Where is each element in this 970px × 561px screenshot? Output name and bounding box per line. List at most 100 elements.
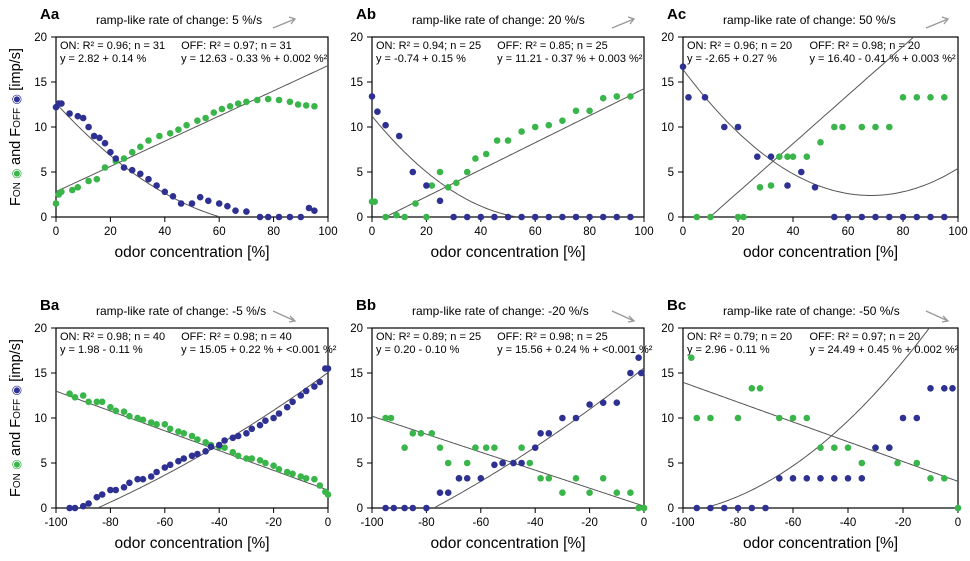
off-point [767, 153, 775, 160]
on-point [316, 482, 324, 489]
x-tick-label: -100 [44, 517, 67, 529]
on-point [707, 414, 714, 422]
on-point [748, 385, 756, 392]
on-point [294, 101, 302, 108]
off-point [169, 193, 177, 200]
on-point [734, 414, 742, 422]
off-point [599, 399, 607, 407]
off-point [166, 461, 174, 469]
off-point [789, 475, 797, 482]
off-point [120, 484, 128, 491]
on-point [188, 432, 196, 440]
x-tick-label: 80 [583, 226, 596, 238]
on-marker-icon: ◉ [9, 165, 23, 182]
on-stats-equation: y = 0.20 - 0.10 % [376, 344, 460, 356]
off-stats-equation: y = 15.05 + 0.22 % + <0.001 %² [181, 344, 337, 356]
on-point [85, 177, 92, 185]
off-point [58, 100, 65, 107]
panel-bc: Bc ramp-like rate of change: -50 %/s ON: R… [661, 297, 962, 552]
on-point [756, 184, 764, 191]
on-point [572, 107, 580, 115]
y-label-part: [imp/s] [8, 339, 24, 382]
off-point [627, 369, 634, 377]
on-stats-r2: ON: R² = 0.89; n = 25 [376, 331, 481, 343]
off-point [71, 504, 79, 512]
on-point [784, 153, 791, 160]
on-point [183, 121, 190, 129]
on-fit-curve [372, 415, 644, 507]
y-axis-label-bottom: FON ◉ and FOFF ◉ [imp/s] [8, 339, 24, 497]
rate-of-change-label: ramp-like rate of change: -20 %/s [412, 304, 589, 318]
on-point [693, 414, 701, 422]
off-stats-r2: OFF: R² = 0.85; n = 25 [497, 40, 608, 52]
off-fit-curve [372, 115, 518, 217]
panel-ab: Ab ramp-like rate of change: 20 %/s ON: R²… [350, 6, 653, 261]
arrow-up-icon [611, 16, 636, 29]
off-point [559, 414, 566, 422]
on-point [886, 123, 893, 131]
off-point [531, 213, 539, 221]
off-fit-curve [705, 328, 930, 508]
on-point [572, 475, 580, 482]
off-point [444, 489, 452, 497]
on-point [412, 200, 419, 207]
off-point [941, 213, 948, 221]
on-point [858, 459, 866, 467]
off-fit-curve [98, 372, 328, 508]
y-tick-label: 5 [41, 167, 47, 179]
on-point [382, 414, 389, 422]
off-marker-icon: ◉ [9, 382, 23, 399]
x-tick-label: 40 [787, 226, 800, 238]
on-point [297, 473, 305, 480]
off-point [941, 385, 948, 392]
on-point [894, 459, 901, 467]
on-stats-equation: y = -2.65 + 0.27 % [687, 53, 777, 65]
off-point [101, 139, 109, 147]
y-tick-label: 20 [661, 323, 674, 335]
on-point [262, 459, 269, 467]
off-point [256, 421, 264, 429]
y-tick-label: 15 [34, 368, 47, 380]
x-tick-label: 0 [955, 517, 961, 529]
on-point [613, 489, 621, 497]
arrow-down-icon [925, 310, 950, 323]
off-point [147, 473, 155, 480]
arrow-up-icon [272, 16, 297, 29]
on-stats-r2: ON: R² = 0.94; n = 25 [376, 40, 481, 52]
off-point [74, 112, 82, 120]
on-point [526, 459, 534, 467]
arrow-down-icon [272, 310, 297, 323]
y-label-part: F [8, 197, 24, 206]
off-point [145, 175, 152, 183]
off-point [748, 504, 756, 512]
off-point [613, 399, 621, 407]
on-point [147, 419, 155, 426]
on-point [586, 107, 593, 115]
off-point [858, 213, 866, 221]
on-point [831, 444, 838, 452]
off-point [153, 468, 160, 476]
on-point [463, 168, 471, 176]
y-tick-label: 20 [34, 32, 47, 44]
x-tick-label: 20 [732, 226, 745, 238]
off-point [275, 410, 283, 417]
on-point [289, 470, 296, 478]
off-point [112, 486, 120, 494]
x-tick-label: 0 [680, 226, 686, 238]
y-tick-label: 0 [357, 212, 363, 224]
y-label-part: ON [12, 182, 23, 197]
off-point [153, 182, 160, 189]
on-fit-curve [56, 390, 328, 491]
off-point [913, 213, 921, 221]
on-marker-icon: ◉ [9, 456, 23, 473]
off-point [175, 457, 182, 465]
off-point [207, 443, 215, 451]
x-tick-label: -40 [211, 517, 228, 529]
off-point [283, 403, 291, 411]
on-point [194, 117, 201, 124]
on-point [126, 412, 133, 420]
off-point [311, 207, 318, 214]
off-point [79, 114, 87, 122]
x-tick-label: 40 [158, 226, 171, 238]
on-stats-r2: ON: R² = 0.96; n = 31 [60, 40, 165, 52]
